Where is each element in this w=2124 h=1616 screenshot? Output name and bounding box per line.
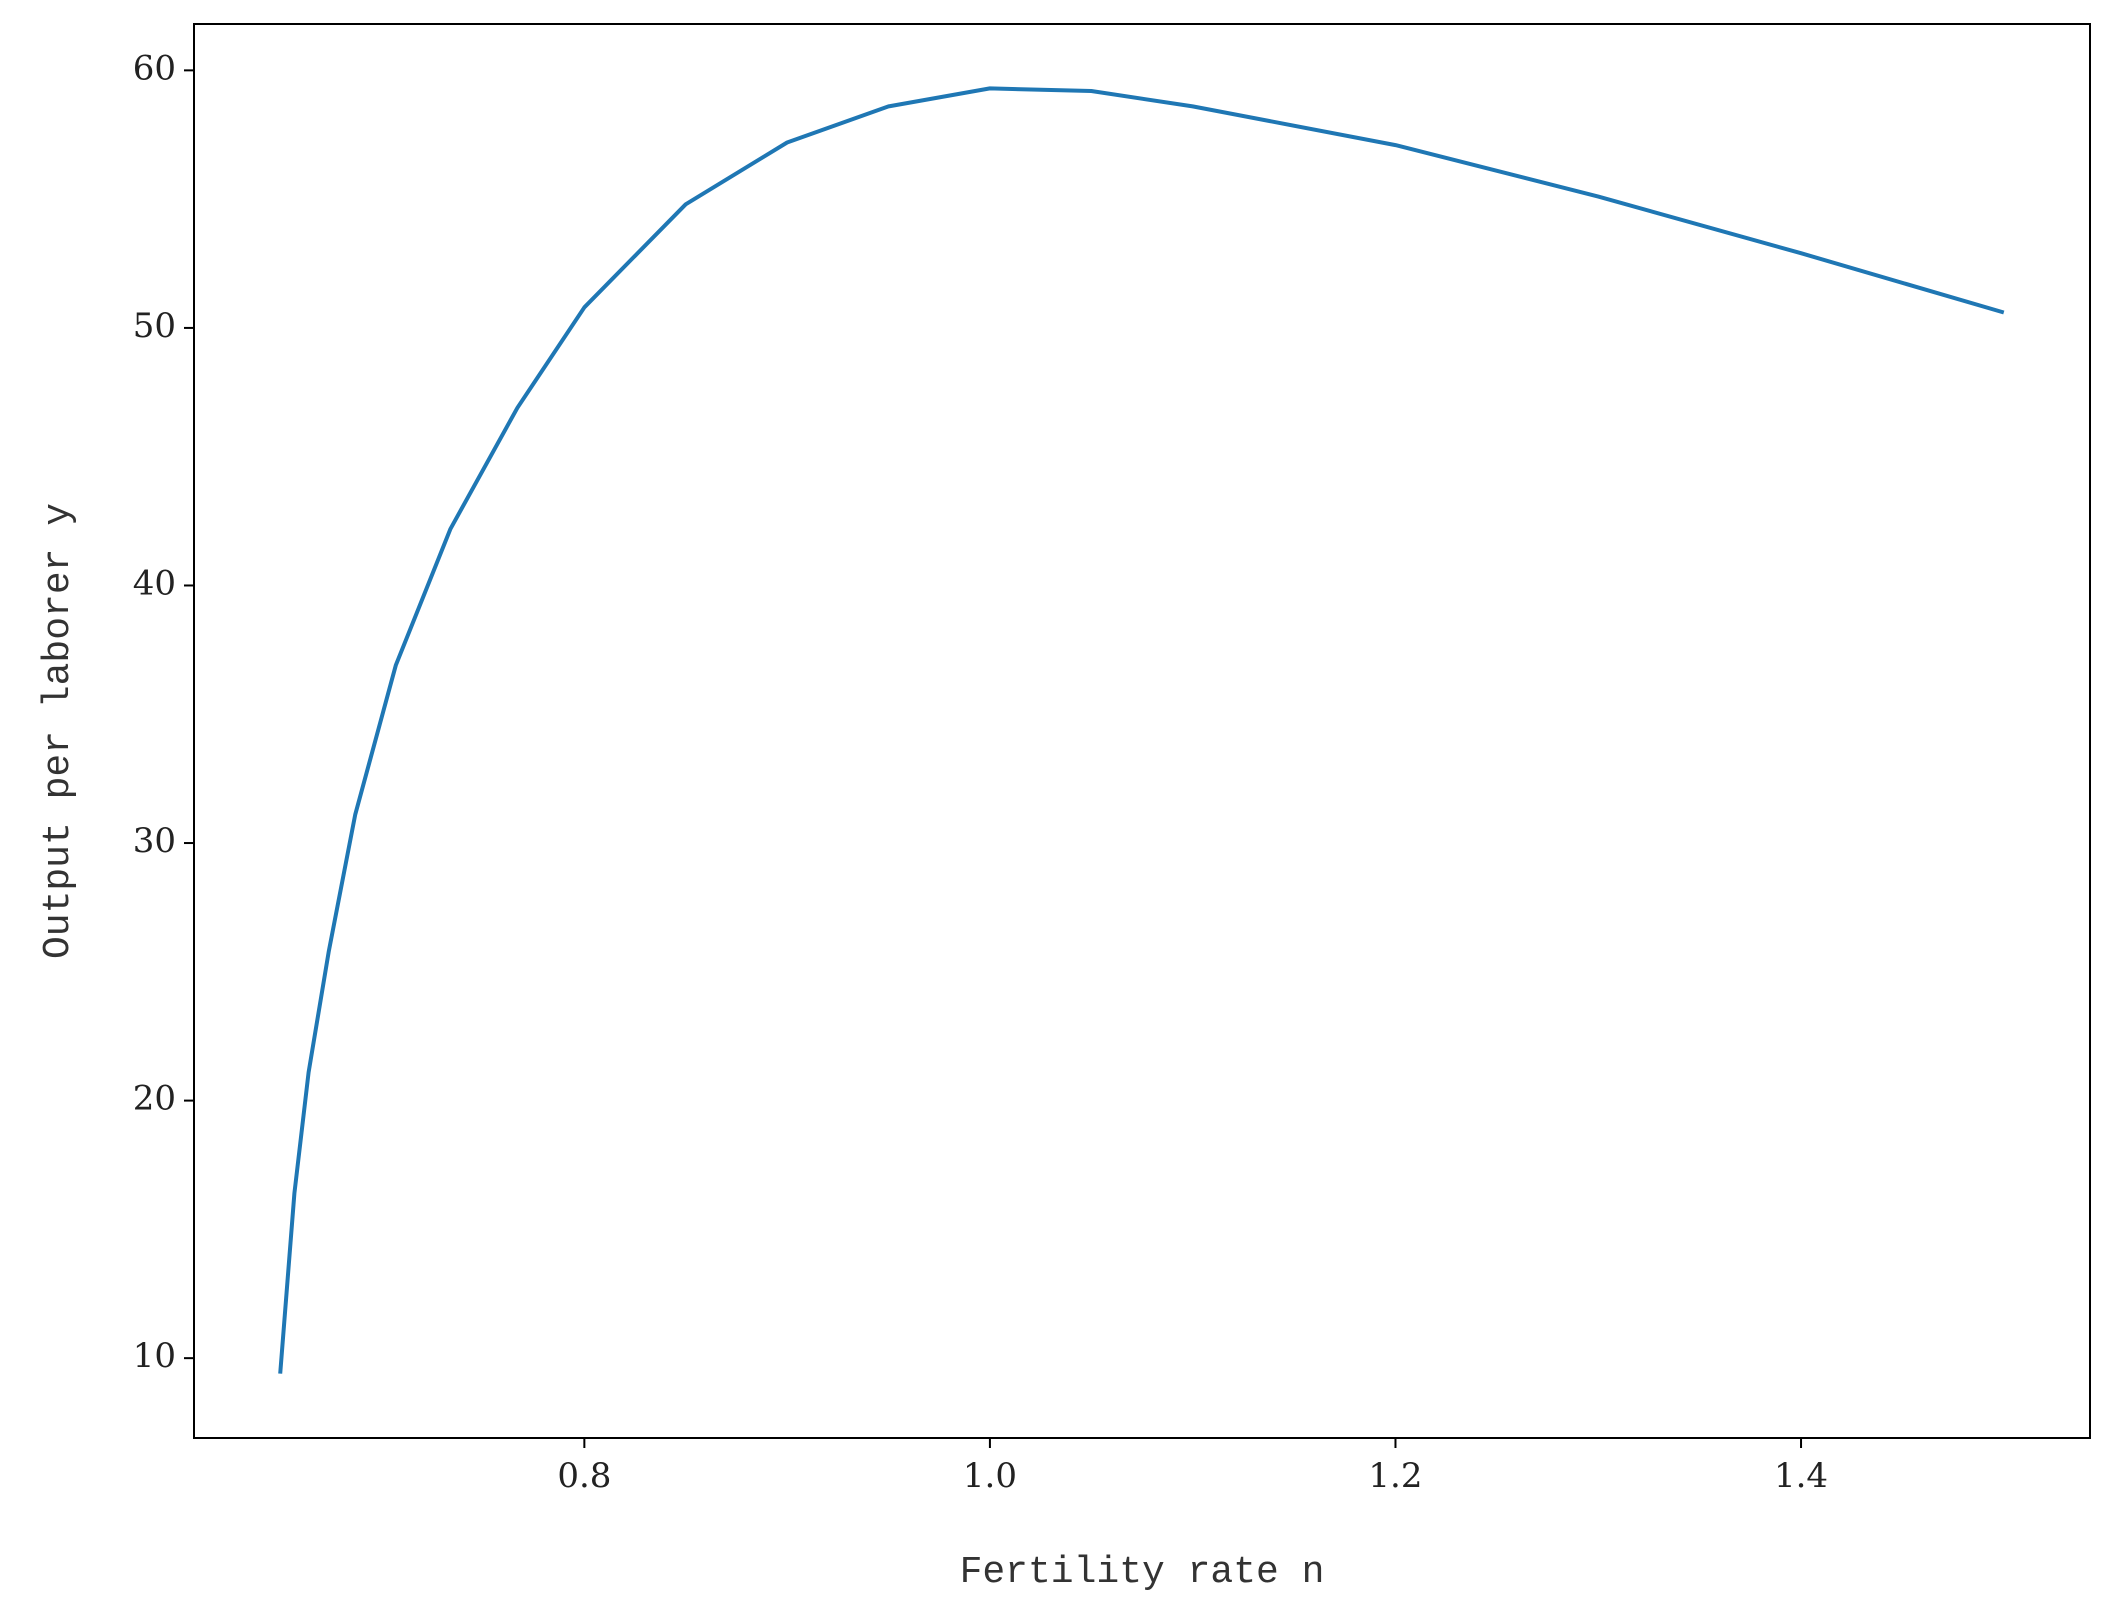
x-axis-label: Fertility rate n bbox=[960, 1551, 1325, 1594]
y-tick-label: 10 bbox=[133, 1336, 176, 1376]
x-tick-label: 1.4 bbox=[1774, 1456, 1828, 1496]
y-axis-label: Output per laborer y bbox=[37, 503, 80, 959]
plot-frame bbox=[193, 23, 2091, 1439]
x-tick-label: 0.8 bbox=[557, 1456, 611, 1496]
y-tick-label: 60 bbox=[133, 48, 176, 88]
y-tick-label: 20 bbox=[133, 1079, 176, 1119]
x-tick-label: 1.0 bbox=[963, 1456, 1017, 1496]
y-tick-label: 30 bbox=[133, 821, 176, 861]
y-tick-label: 50 bbox=[133, 306, 176, 346]
line-series bbox=[278, 86, 2005, 1374]
y-tick-label: 40 bbox=[133, 563, 176, 603]
x-tick-label: 1.2 bbox=[1368, 1456, 1422, 1496]
